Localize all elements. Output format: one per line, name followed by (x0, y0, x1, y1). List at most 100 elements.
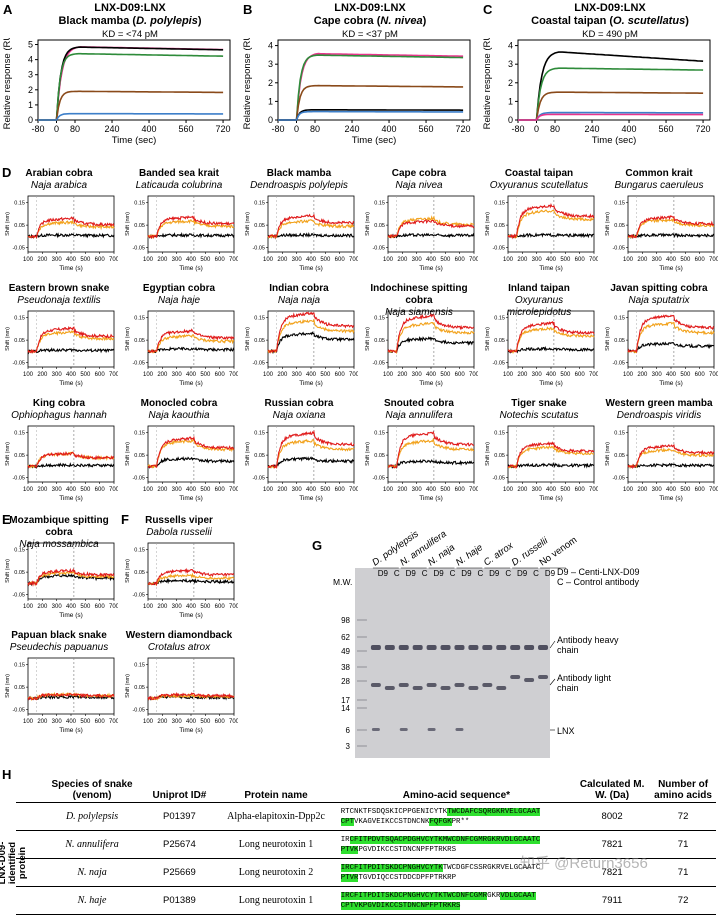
x-tick-label: 100 (503, 372, 514, 378)
y-tick-label: 4 (28, 55, 33, 65)
bli-trace-black (508, 345, 594, 354)
sequence-line: RTCNKTFSDQSKICPPGENICYTKTWCDAFCSQRGKRVEL… (341, 807, 572, 817)
bli-trace-red (387, 312, 475, 353)
x-tick-label: 100 (23, 487, 34, 493)
y-tick-label: 0.15 (374, 431, 385, 437)
identified-peptide: GKRVDLGCAATC (487, 835, 541, 844)
x-tick-label: 100 (623, 372, 634, 378)
species-common-name: Black mamba (266, 168, 332, 179)
small-panel-title: Egyptian cobra Naja haje (124, 283, 234, 307)
y-tick-label: -0.05 (132, 361, 145, 367)
bli-plot: -0.05 0.05 0.15 100 200 300 400 500 600 700 Time (… (365, 425, 478, 502)
bli-plot: -0.05 0.05 0.15 100 200 300 400 500 600 700 Time (… (5, 310, 118, 387)
x-tick-label: 100 (143, 372, 154, 378)
x-tick-label: 100 (263, 487, 274, 493)
y-tick-label: 0.15 (254, 431, 265, 437)
panel-f-label: F (121, 512, 129, 527)
sequence-cell: RTCNKTFSDQSKICPPGENICYTKTWCDAFCSQRGKRVEL… (338, 802, 575, 831)
bli-trace-red (147, 691, 235, 701)
sequence-fragment: TWCDGFCSSRGKRVELGCAATC (442, 863, 541, 872)
x-tick-label: 300 (652, 257, 663, 263)
identified-peptide: IRCFITPDITSKDCPNGHVCYTKTWCDNFCGMR (340, 891, 488, 900)
x-tick-label: 300 (172, 604, 183, 610)
bli-plot: -0.05 0.05 0.15 100 200 300 400 500 600 700 Time (… (365, 195, 478, 272)
sequence-line: IRCFITPDITSKDCPNGHVCYTKTWCDGFCSSRGKRVELG… (340, 863, 572, 873)
x-tick-label: 400 (66, 719, 77, 725)
x-tick-label: 500 (680, 487, 691, 493)
x-tick-label: 700 (229, 372, 238, 378)
bli-plot: -0.05 0.05 0.15 100 200 300 400 500 600 700 Time (… (245, 425, 358, 502)
bli-trace-black (267, 456, 355, 469)
species-cell: N. naja (38, 858, 146, 887)
bli-trace-black (27, 347, 115, 355)
kd-value: KD = <74 pM (102, 29, 158, 40)
bli-plot: -0.05 0.05 0.15 100 200 300 400 500 600 700 Time (… (125, 542, 238, 619)
sequence-cell: IRCFITPDVTSQACPDGHVCYTKMWCDNFCGMRGKRVDLG… (338, 830, 575, 859)
x-tick-label: 300 (172, 719, 183, 725)
y-tick-label: 2 (28, 85, 33, 95)
y-axis-label: Shift (nm) (5, 327, 11, 351)
x-tick-label: 200 (37, 719, 48, 725)
bli-trace-black (27, 232, 115, 240)
sequence-line: IRCFITPDITSKDCPNGHVCYTKTWCDNFCGMRGKRVDLG… (340, 891, 572, 901)
lane-label: C (477, 569, 483, 578)
panel-d-panel: Banded sea krait Laticauda colubrina -0.05… (120, 168, 238, 286)
x-tick-label: 700 (349, 487, 358, 493)
y-tick-label: 1 (268, 96, 273, 106)
x-tick-label: 700 (709, 257, 718, 263)
species-common-name: Coastal taipan (504, 168, 574, 179)
y-tick-label: 0.15 (614, 201, 625, 207)
small-panel-title: Banded sea krait Laticauda colubrina (124, 168, 234, 192)
y-tick-label: 0.05 (14, 223, 25, 229)
y-axis-label: Shift (nm) (5, 442, 11, 466)
lane-label: C (505, 569, 511, 578)
x-tick-label: 100 (143, 604, 154, 610)
small-panel-title: Arabian cobra Naja arabica (4, 168, 114, 192)
panel-d-panel: Coastal taipan Oxyuranus scutellatus -0.05… (480, 168, 598, 286)
x-tick-label: 300 (532, 257, 543, 263)
x-tick-label: 600 (695, 257, 706, 263)
bli-plot: -0.05 0.05 0.15 100 200 300 400 500 600 700 Time (… (485, 310, 598, 387)
panel-d-panel: Indian cobra Naja naja -0.05 0.05 0.15 100 200… (240, 283, 358, 401)
y-tick-label: -0.05 (12, 593, 25, 599)
x-tick-label: 700 (349, 372, 358, 378)
table-header-row: Species of snake (venom) Uniprot ID# Pro… (16, 778, 716, 803)
x-axis-label: Time (s) (59, 265, 83, 272)
mw-marker-label: 49 (341, 647, 350, 656)
x-axis-label: Time (s) (539, 495, 563, 502)
x-tick-label: 100 (23, 257, 34, 263)
gel-species-label: D. polylepsis (370, 528, 421, 568)
bli-trace-orange (387, 321, 475, 355)
x-tick-label: -80 (271, 124, 284, 134)
th-protein: Protein name (213, 778, 339, 803)
panel-d-panel: Common krait Bungarus caeruleus -0.05 0.05 0… (600, 168, 718, 286)
x-tick-label: 300 (52, 257, 63, 263)
x-tick-label: 600 (215, 487, 226, 493)
x-tick-label: 200 (37, 604, 48, 610)
panel-title-text: LNX-D09:LNX (334, 2, 406, 14)
x-tick-label: 300 (412, 372, 423, 378)
x-tick-label: 300 (172, 487, 183, 493)
x-tick-label: 400 (186, 257, 197, 263)
x-tick-label: 720 (456, 124, 471, 134)
y-tick-label: -0.05 (612, 246, 625, 252)
species-latin-name: Naja annulifera (385, 410, 453, 421)
identified-peptide: CPTVKPGVDIKCCSTDNCNPFPTRKRS (340, 901, 461, 910)
species-latin-name: Naja siamensis (385, 307, 453, 318)
uniprot-cell: P25674 (145, 830, 214, 859)
bli-plot: -0.05 0.05 0.15 100 200 300 400 500 600 700 Time (… (125, 310, 238, 387)
panel-ef-panel: Papuan black snake Pseudechis papuanus -0.… (0, 630, 118, 748)
x-tick-label: 600 (215, 719, 226, 725)
small-panel-title: Russian cobra Naja oxiana (244, 398, 354, 422)
y-tick-label: 0.15 (254, 201, 265, 207)
species-latin-name: Naja naja (277, 295, 321, 306)
bli-trace-black (267, 331, 355, 355)
x-tick-label: 600 (215, 257, 226, 263)
sequence-fragment: PGVDIKCCSTDNCNPFPTRKRS (358, 845, 457, 854)
x-tick-label: 700 (229, 719, 238, 725)
y-tick-label: 0.05 (494, 338, 505, 344)
x-tick-label: 400 (426, 372, 437, 378)
x-tick-label: 500 (440, 487, 451, 493)
x-tick-label: 300 (172, 257, 183, 263)
small-panel-title: Russells viper Dabola russelii (124, 515, 234, 539)
